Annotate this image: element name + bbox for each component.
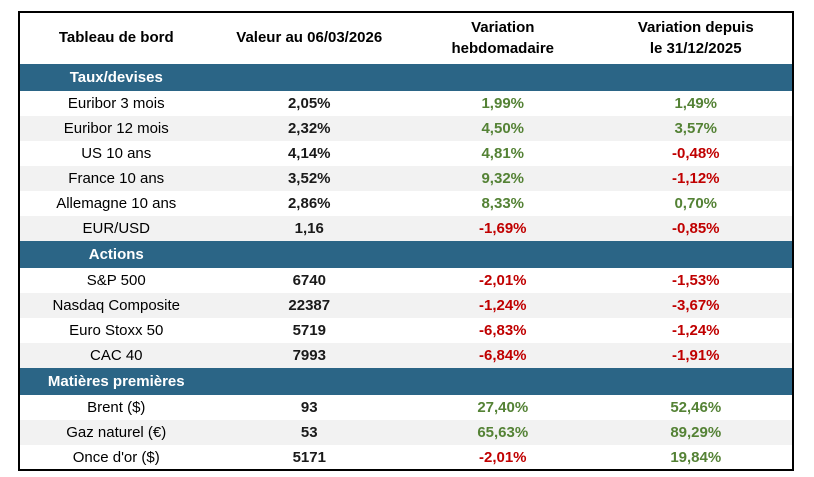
section-taux-devises: Taux/devises Euribor 3 mois 2,05% 1,99% … [19, 64, 793, 241]
section-actions: Actions S&P 500 6740 -2,01% -1,53% Nasda… [19, 241, 793, 368]
ytd-variation-cell: -1,12% [671, 170, 720, 187]
dashboard-table: Tableau de bord Valeur au 06/03/2026 Var… [18, 11, 794, 471]
row-value: 7993 [292, 347, 326, 364]
weekly-variation-cell: -2,01% [478, 272, 527, 289]
table-row: US 10 ans 4,14% 4,81% -0,48% [19, 141, 793, 166]
row-label: Once d'or ($) [72, 448, 160, 466]
row-value: 2,32% [287, 120, 331, 137]
weekly-variation-cell: -1,24% [478, 297, 527, 314]
table-row: Once d'or ($) 5171 -2,01% 19,84% [19, 445, 793, 470]
table-row: Allemagne 10 ans 2,86% 8,33% 0,70% [19, 191, 793, 216]
row-label: EUR/USD [82, 220, 150, 237]
row-value: 5719 [292, 322, 326, 339]
row-value: 2,05% [287, 95, 331, 112]
header-ytd-column: Variation depuis le 31/12/2025 [600, 12, 794, 64]
weekly-variation-cell: 27,40% [477, 399, 529, 416]
header-weekly-column: Variation hebdomadaire [406, 12, 600, 64]
section-header-row: Actions [19, 241, 793, 268]
section-header-row: Matières premières [19, 368, 793, 395]
header-title: Tableau de bord [19, 12, 213, 64]
ytd-variation-cell: 52,46% [670, 399, 722, 416]
row-label: Gaz naturel (€) [66, 424, 167, 441]
table-row: Nasdaq Composite 22387 -1,24% -3,67% [19, 293, 793, 318]
row-value: 93 [300, 399, 318, 416]
row-value: 5171 [292, 448, 326, 466]
row-value: 22387 [288, 297, 331, 314]
row-label: US 10 ans [81, 145, 152, 162]
weekly-variation-cell: -6,83% [478, 322, 527, 339]
ytd-variation-cell: -1,24% [671, 322, 720, 339]
table-header: Tableau de bord Valeur au 06/03/2026 Var… [19, 12, 793, 64]
header-weekly-line2: hebdomadaire [451, 39, 555, 57]
weekly-variation-cell: 8,33% [481, 195, 525, 212]
row-value: 4,14% [287, 145, 331, 162]
row-value: 6740 [292, 272, 326, 289]
row-value: 3,52% [287, 170, 331, 187]
weekly-variation-cell: 1,99% [481, 95, 525, 112]
ytd-variation-cell: -1,91% [671, 347, 720, 364]
row-label: Euribor 3 mois [67, 95, 165, 112]
header-weekly-line1: Variation [471, 19, 535, 37]
section-title: Matières premières [47, 373, 185, 390]
ytd-variation-cell: 0,70% [674, 195, 718, 212]
row-value: 2,86% [287, 195, 331, 212]
row-value: 1,16 [294, 220, 324, 237]
row-label: France 10 ans [68, 170, 165, 187]
row-label: Euribor 12 mois [63, 120, 169, 137]
weekly-variation-cell: 4,81% [481, 145, 525, 162]
header-row: Tableau de bord Valeur au 06/03/2026 Var… [19, 12, 793, 64]
section-title: Taux/devises [69, 69, 163, 86]
section-title: Actions [88, 246, 144, 263]
ytd-variation-cell: 19,84% [670, 448, 722, 466]
header-title-label: Tableau de bord [58, 29, 174, 47]
weekly-variation-cell: 65,63% [477, 424, 529, 441]
weekly-variation-cell: -1,69% [478, 220, 527, 237]
header-ytd-line1: Variation depuis [637, 19, 754, 37]
table-row: EUR/USD 1,16 -1,69% -0,85% [19, 216, 793, 241]
weekly-variation-cell: 9,32% [481, 170, 525, 187]
row-label: Brent ($) [87, 399, 146, 416]
ytd-variation-cell: -1,53% [671, 272, 720, 289]
table-row: Brent ($) 93 27,40% 52,46% [19, 395, 793, 420]
ytd-variation-cell: 89,29% [670, 424, 722, 441]
section-matieres-premieres: Matières premières Brent ($) 93 27,40% 5… [19, 368, 793, 470]
row-label: Nasdaq Composite [52, 297, 181, 314]
section-header-filler [213, 368, 794, 395]
table-row: Euribor 12 mois 2,32% 4,50% 3,57% [19, 116, 793, 141]
section-header-row: Taux/devises [19, 64, 793, 91]
row-label: Allemagne 10 ans [56, 195, 177, 212]
weekly-variation-cell: 4,50% [481, 120, 525, 137]
header-ytd-line2: le 31/12/2025 [649, 39, 742, 57]
ytd-variation-cell: -3,67% [671, 297, 720, 314]
ytd-variation-cell: -0,85% [671, 220, 720, 237]
row-label: S&P 500 [86, 272, 146, 289]
ytd-variation-cell: 1,49% [674, 95, 718, 112]
row-label: CAC 40 [89, 347, 143, 364]
row-label: Euro Stoxx 50 [69, 322, 164, 339]
header-value-column: Valeur au 06/03/2026 [213, 12, 407, 64]
table-row: France 10 ans 3,52% 9,32% -1,12% [19, 166, 793, 191]
table-row: Euribor 3 mois 2,05% 1,99% 1,49% [19, 91, 793, 116]
section-header-filler [213, 64, 794, 91]
row-value: 53 [300, 424, 318, 441]
header-value-label: Valeur au 06/03/2026 [236, 29, 383, 47]
ytd-variation-cell: 3,57% [674, 120, 718, 137]
ytd-variation-cell: -0,48% [671, 145, 720, 162]
table-row: S&P 500 6740 -2,01% -1,53% [19, 268, 793, 293]
weekly-variation-cell: -6,84% [478, 347, 527, 364]
table-row: Gaz naturel (€) 53 65,63% 89,29% [19, 420, 793, 445]
section-header-filler [213, 241, 794, 268]
table-row: Euro Stoxx 50 5719 -6,83% -1,24% [19, 318, 793, 343]
table-row: CAC 40 7993 -6,84% -1,91% [19, 343, 793, 368]
weekly-variation-cell: -2,01% [478, 448, 527, 466]
